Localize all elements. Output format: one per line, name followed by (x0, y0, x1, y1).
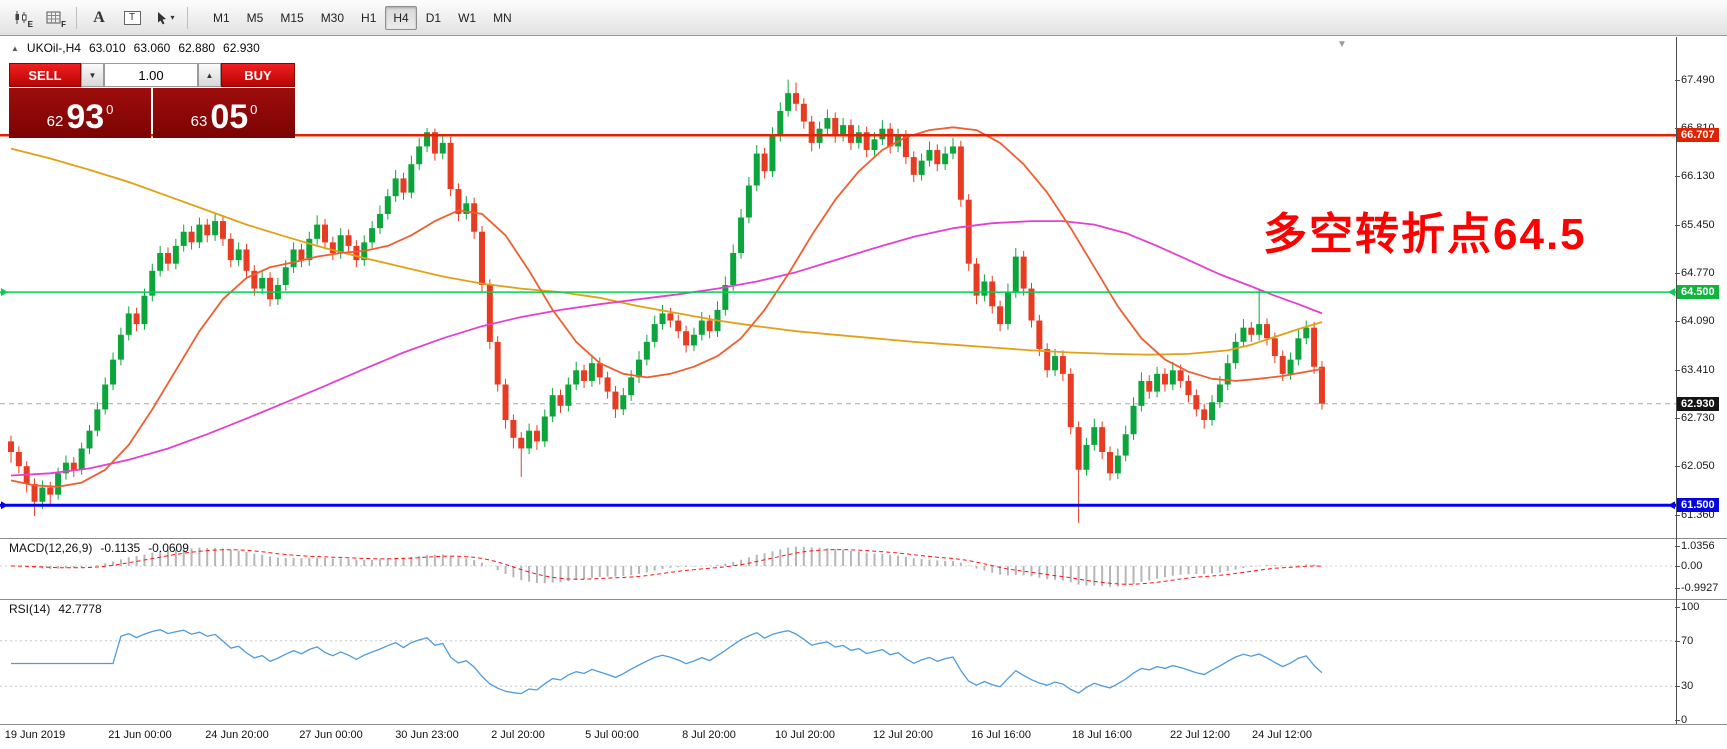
chevron-up-icon: ▲ (205, 70, 214, 80)
time-axis-label: 2 Jul 20:00 (491, 729, 545, 741)
macd-label: MACD(12,26,9) -0.1135 -0.0609 (9, 541, 189, 555)
rsi-pane[interactable] (0, 600, 1676, 724)
volume-input[interactable] (104, 63, 198, 87)
price-scale-label: 62.050 (1675, 460, 1715, 473)
macd-scale-label: 0.00 (1674, 560, 1703, 572)
macd-value-main: -0.1135 (100, 541, 141, 555)
toolbar-separator (76, 6, 77, 29)
bid-main: 62 (46, 113, 64, 130)
ask-price-display[interactable]: 63 05 0 (153, 88, 295, 138)
time-axis-label: 8 Jul 20:00 (682, 729, 736, 741)
candlestick-chart-icon (15, 10, 27, 24)
macd-value-signal: -0.0609 (148, 541, 189, 555)
rsi-scale-label: 70 (1674, 634, 1694, 647)
ask-pips: 05 (210, 98, 249, 137)
rsi-scale-label: 0 (1674, 714, 1688, 727)
one-click-trading-panel: SELL ▼ ▲ BUY 62 93 0 63 05 0 (9, 63, 295, 138)
timeframe-button-m30[interactable]: M30 (320, 10, 345, 25)
timeframe-button-d1[interactable]: D1 (425, 10, 442, 25)
price-scale-label: 66.130 (1675, 170, 1715, 183)
price-badge: 64.500 (1677, 285, 1719, 300)
symbol-period-label: UKOil-,H4 (26, 41, 81, 55)
pane-divider[interactable] (0, 538, 1727, 539)
timeframe-button-mn[interactable]: MN (493, 10, 512, 25)
rsi-name: RSI(14) (9, 602, 51, 616)
pane-divider[interactable] (0, 599, 1727, 600)
price-scale-label: 63.410 (1675, 363, 1715, 376)
bid-pips: 93 (66, 98, 105, 137)
price-badge: 61.500 (1677, 498, 1719, 513)
rsi-scale-label: 30 (1674, 680, 1694, 693)
volume-down-button[interactable]: ▼ (81, 63, 104, 87)
rsi-scale-label: 100 (1674, 601, 1700, 613)
timeframe-button-h1[interactable]: H1 (361, 10, 377, 25)
textbox-tool-icon: T (123, 10, 141, 25)
price-badge: 66.707 (1677, 128, 1719, 143)
time-axis-label: 24 Jul 12:00 (1252, 729, 1312, 741)
chevron-down-icon: ▾ (170, 13, 175, 22)
time-axis-label: 5 Jul 00:00 (585, 729, 639, 741)
time-axis-label: 19 Jun 2019 (4, 729, 66, 741)
timeframe-button-w1[interactable]: W1 (458, 10, 477, 25)
rsi-label: RSI(14) 42.7778 (9, 602, 102, 616)
icon-letter-f: F (61, 19, 66, 29)
ask-main: 63 (190, 113, 208, 130)
tool-button-indicator-e[interactable]: E (6, 5, 36, 31)
rsi-value: 42.7778 (58, 602, 102, 616)
ask-fraction: 0 (250, 102, 258, 117)
time-axis-label: 27 Jun 00:00 (299, 729, 363, 741)
time-axis-label: 24 Jun 20:00 (205, 729, 269, 741)
low-value: 62.880 (178, 41, 216, 55)
tool-button-text[interactable]: A (84, 5, 114, 31)
tool-button-crosshair[interactable]: ▾ (150, 5, 180, 31)
volume-up-button[interactable]: ▲ (198, 63, 221, 87)
time-axis-label: 10 Jul 20:00 (775, 729, 835, 741)
chart-shift-marker[interactable]: ▼ (1337, 39, 1347, 50)
price-scale-separator (1676, 37, 1677, 724)
time-axis-label: 22 Jul 12:00 (1170, 729, 1230, 741)
time-axis-label: 18 Jul 16:00 (1072, 729, 1132, 741)
bid-price-display[interactable]: 62 93 0 (9, 88, 151, 138)
text-tool-icon: A (93, 8, 105, 26)
high-value: 63.060 (133, 41, 171, 55)
price-scale-label: 67.490 (1675, 73, 1715, 86)
price-scale-label: 62.730 (1675, 411, 1715, 424)
timeframe-button-m5[interactable]: M5 (246, 10, 264, 25)
price-badge: 62.930 (1677, 396, 1719, 411)
chart-symbol-icon: ▲ (11, 43, 19, 53)
icon-letter-e: E (27, 19, 33, 29)
chevron-down-icon: ▼ (88, 70, 97, 80)
macd-scale-label: -0.9927 (1674, 582, 1719, 595)
timeframe-button-m15[interactable]: M15 (280, 10, 304, 25)
pane-divider (0, 724, 1727, 725)
toolbar-separator (187, 6, 188, 29)
toolbar: E F A T ▾ M1 M5 M15 M30 H1 H4 D1 W1 MN (0, 0, 1727, 36)
grid-icon (46, 11, 61, 23)
timeframe-button-m1[interactable]: M1 (213, 10, 230, 25)
time-axis-label: 30 Jun 23:00 (395, 729, 459, 741)
price-scale-label: 64.770 (1675, 266, 1715, 279)
macd-pane[interactable] (0, 539, 1676, 599)
tool-button-textbox[interactable]: T (117, 5, 147, 31)
time-axis-label: 16 Jul 16:00 (971, 729, 1031, 741)
sell-button[interactable]: SELL (9, 63, 81, 87)
time-axis-label: 12 Jul 20:00 (873, 729, 933, 741)
tool-button-indicator-f[interactable]: F (39, 5, 69, 31)
timeframe-toolbar: M1 M5 M15 M30 H1 H4 D1 W1 MN (205, 5, 520, 30)
chart-annotation: 多空转折点64.5 (1263, 210, 1587, 259)
macd-name: MACD(12,26,9) (9, 541, 93, 555)
price-scale-label: 65.450 (1675, 218, 1715, 231)
macd-scale-label: 1.0356 (1675, 540, 1715, 552)
open-value: 63.010 (88, 41, 126, 55)
bid-fraction: 0 (106, 102, 114, 117)
time-axis-label: 21 Jun 00:00 (108, 729, 172, 741)
close-value: 62.930 (223, 41, 260, 55)
timeframe-button-h4[interactable]: H4 (385, 5, 417, 30)
price-scale-label: 64.090 (1675, 315, 1715, 328)
cursor-tool-icon (158, 11, 167, 24)
buy-button[interactable]: BUY (221, 63, 295, 87)
chart-header: ▲ UKOil-,H4 63.010 63.060 62.880 62.930 (11, 41, 260, 55)
